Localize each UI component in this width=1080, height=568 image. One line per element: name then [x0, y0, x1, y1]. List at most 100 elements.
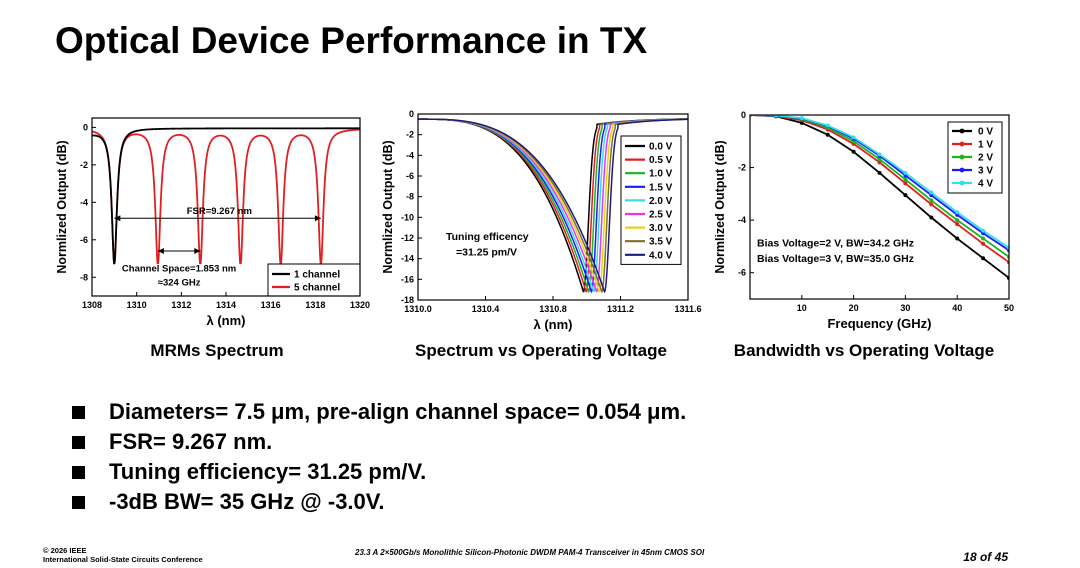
y-tick-label: 0: [741, 110, 746, 120]
y-tick-label: -16: [401, 274, 414, 284]
caption-bandwidth-voltage: Bandwidth vs Operating Voltage: [733, 341, 995, 360]
data-point: [877, 160, 882, 165]
data-point: [981, 256, 986, 261]
data-point: [903, 177, 908, 182]
y-tick-label: -2: [406, 130, 414, 140]
annotation-fsr: FSR=9.267 nm: [187, 206, 252, 217]
data-point: [955, 218, 960, 223]
page-number: 18 of 45: [963, 550, 1008, 564]
y-tick-label: -4: [738, 215, 746, 225]
x-tick-label: 20: [849, 303, 859, 313]
x-tick-label: 1310.4: [472, 304, 500, 314]
fsr-arrow-head-right: [314, 215, 321, 222]
legend-marker: [959, 128, 965, 134]
y-axis-label: Normlized Output (dB): [55, 140, 69, 273]
annotation-bias-2v: Bias Voltage=2 V, BW=34.2 GHz: [757, 237, 914, 249]
y-axis-label: Normlized Output (dB): [381, 140, 395, 273]
legend-marker: [959, 167, 965, 173]
x-tick-label: 1310: [127, 300, 147, 310]
data-point: [903, 181, 908, 186]
channel-arrow-head-right: [194, 248, 201, 255]
annotation-frequency: ≈324 GHz: [158, 278, 201, 289]
y-tick-label: -2: [738, 163, 746, 173]
x-axis-label: λ (nm): [534, 317, 573, 332]
data-point: [981, 228, 986, 233]
legend-label: 0.0 V: [649, 142, 673, 153]
x-tick-label: 1310.0: [404, 304, 432, 314]
x-tick-label: 1310.8: [539, 304, 567, 314]
data-point: [929, 198, 934, 203]
data-point: [903, 193, 908, 198]
legend-marker: [959, 154, 965, 160]
bullet-text: FSR= 9.267 nm.: [109, 429, 273, 454]
y-tick-label: -6: [738, 268, 746, 278]
data-point: [851, 149, 856, 154]
plot-frame: [417, 113, 689, 301]
y-tick-label: -18: [401, 295, 414, 305]
data-point: [773, 115, 778, 118]
legend-label: 0 V: [978, 127, 993, 138]
data-point: [929, 215, 934, 220]
x-tick-label: 10: [797, 303, 807, 313]
mrm-spectrum-chart: 1308 1310 1312 1314 1316 1318 1320 0 -2 -4 -6 -8 λ (…: [55, 117, 370, 328]
x-tick-label: 1311.2: [607, 304, 634, 314]
data-point: [851, 135, 856, 140]
x-axis-label: λ (nm): [207, 313, 246, 328]
footer-left: © 2026 IEEE International Solid-State Ci…: [43, 546, 203, 564]
fsr-arrow-head-left: [114, 215, 121, 222]
legend-label: 1 V: [978, 140, 993, 151]
x-tick-label: 1308: [82, 300, 102, 310]
annotation-tuning-value: =31.25 pm/V: [456, 247, 517, 259]
y-tick-label: 0: [409, 109, 414, 119]
x-tick-label: 1311.6: [674, 304, 701, 314]
y-tick-label: -10: [401, 212, 414, 222]
bullet-text: Diameters= 7.5 μm, pre-align channel spa…: [109, 399, 687, 424]
plot-frame: [91, 117, 361, 297]
footer-conference: International Solid-State Circuits Confe…: [43, 555, 203, 564]
bullet-text: Tuning efficiency= 31.25 pm/V.: [109, 459, 427, 484]
bullet-square-icon: [72, 405, 85, 419]
bullet-text: -3dB BW= 35 GHz @ -3.0V.: [109, 489, 385, 514]
annotation-tuning-title: Tuning efficency: [446, 231, 529, 243]
footer-paper-title: 23.3 A 2×500Gb/s Monolithic Silicon-Phot…: [355, 548, 705, 557]
legend-label: 2.5 V: [649, 210, 673, 221]
data-point: [981, 236, 986, 241]
data-point: [825, 123, 830, 128]
bullet-item: Tuning efficiency= 31.25 pm/V.: [72, 457, 686, 487]
legend-label: 3.0 V: [649, 223, 673, 234]
legend-label: 4 V: [978, 179, 993, 190]
legend-marker: [959, 180, 965, 186]
x-tick-label: 50: [1004, 303, 1014, 313]
legend-label: 4.0 V: [649, 250, 673, 261]
y-tick-label: -8: [406, 192, 414, 202]
bullet-square-icon: [72, 465, 85, 479]
plot-frame: [749, 114, 1010, 300]
legend-label: 2 V: [978, 153, 993, 164]
y-tick-label: -2: [80, 160, 88, 170]
y-axis-label: Normlized Output (dB): [715, 140, 727, 273]
legend-label: 1.5 V: [649, 182, 673, 193]
y-tick-label: -12: [401, 233, 414, 243]
bullet-item: FSR= 9.267 nm.: [72, 427, 686, 457]
legend-label: 3.5 V: [649, 237, 673, 248]
data-point: [799, 116, 804, 121]
data-point: [877, 152, 882, 157]
data-point: [981, 241, 986, 246]
data-point: [955, 210, 960, 215]
annotation-bias-3v: Bias Voltage=3 V, BW=35.0 GHz: [757, 253, 914, 265]
caption-spectrum-voltage: Spectrum vs Operating Voltage: [415, 341, 667, 360]
channel-arrow-head-left: [157, 248, 164, 255]
series-line-1-channel: [92, 127, 360, 265]
x-tick-label: 1318: [305, 300, 325, 310]
y-tick-label: 0: [83, 122, 88, 132]
x-axis-label: Frequency (GHz): [827, 316, 931, 331]
legend-label: 3 V: [978, 166, 993, 177]
x-tick-label: 40: [952, 303, 962, 313]
data-point: [929, 190, 934, 195]
data-point: [825, 132, 830, 137]
slide-title: Optical Device Performance in TX: [55, 20, 648, 61]
bullet-item: -3dB BW= 35 GHz @ -3.0V.: [72, 487, 686, 517]
footer-copyright: © 2026 IEEE: [43, 546, 87, 555]
data-point: [929, 202, 934, 207]
data-point: [903, 170, 908, 175]
